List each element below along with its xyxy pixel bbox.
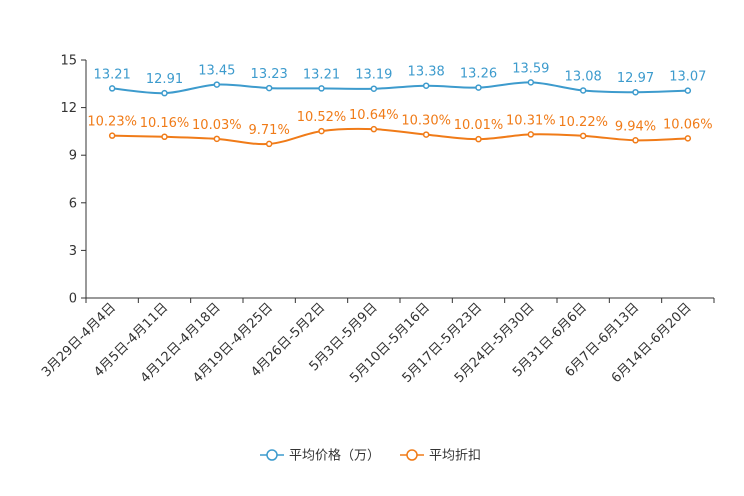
legend-item-avg-price[interactable]: 平均价格（万） [260, 448, 380, 464]
data-label-avg-discount: 10.31% [506, 113, 556, 128]
data-point-avg-price[interactable] [527, 79, 535, 86]
data-point-avg-price[interactable] [318, 85, 325, 92]
y-tick-label: 15 [60, 54, 77, 69]
data-label-avg-discount: 10.22% [558, 115, 608, 130]
data-point-avg-price[interactable] [632, 88, 639, 96]
legend-label-avg-price: 平均价格（万） [289, 448, 380, 464]
data-point-avg-discount[interactable] [265, 140, 273, 148]
data-label-avg-discount: 10.06% [663, 117, 713, 132]
data-point-avg-price[interactable] [108, 85, 116, 92]
data-point-avg-price[interactable] [370, 85, 378, 92]
data-label-avg-discount: 9.71% [249, 123, 290, 138]
data-label-avg-price: 13.45 [198, 64, 235, 79]
data-point-avg-discount[interactable] [579, 132, 587, 140]
data-label-avg-discount: 10.52% [297, 110, 347, 125]
axes: 036912153月29日-4月4日4月5日-4月11日4月12日-4月18日4… [39, 54, 715, 386]
data-point-avg-price[interactable] [579, 87, 587, 94]
data-label-avg-price: 13.07 [669, 70, 706, 85]
data-label-avg-price: 13.08 [565, 69, 602, 84]
data-point-avg-price[interactable] [422, 82, 430, 89]
data-point-avg-discount[interactable] [684, 135, 692, 142]
data-point-avg-discount[interactable] [318, 127, 325, 135]
data-label-avg-price: 13.21 [303, 67, 340, 82]
data-point-avg-price[interactable] [475, 84, 482, 91]
data-label-avg-price: 13.26 [460, 67, 497, 82]
data-label-avg-discount: 10.01% [454, 118, 504, 133]
data-point-avg-discount[interactable] [213, 135, 221, 143]
data-point-avg-discount[interactable] [161, 133, 168, 141]
legend-marker-avg-price [266, 449, 278, 461]
data-point-avg-price[interactable] [213, 81, 221, 88]
data-point-avg-discount[interactable] [632, 137, 639, 144]
legend[interactable]: 平均价格（万） 平均折扣 [260, 448, 481, 464]
data-label-avg-price: 13.59 [512, 61, 549, 76]
data-point-avg-price[interactable] [265, 84, 273, 92]
data-label-avg-price: 13.23 [251, 67, 288, 82]
data-point-avg-discount[interactable] [108, 132, 116, 139]
data-point-avg-price[interactable] [161, 89, 168, 97]
data-label-avg-price: 13.21 [94, 67, 131, 82]
data-label-avg-price: 13.19 [355, 68, 392, 83]
y-tick-label: 0 [69, 292, 77, 307]
y-tick-label: 12 [60, 101, 77, 116]
data-point-avg-discount[interactable] [527, 131, 535, 138]
data-label-avg-discount: 10.30% [401, 114, 451, 129]
data-label-avg-discount: 9.94% [615, 119, 656, 134]
series-layer [108, 79, 692, 148]
y-tick-label: 9 [69, 149, 77, 164]
data-point-avg-discount[interactable] [475, 135, 482, 143]
data-label-avg-discount: 10.64% [349, 108, 399, 123]
data-label-avg-discount: 10.23% [87, 115, 137, 130]
y-tick-label: 6 [69, 196, 77, 211]
series-line-avg-price [112, 81, 688, 95]
legend-item-avg-discount[interactable]: 平均折扣 [400, 449, 481, 464]
data-label-avg-price: 12.91 [146, 72, 183, 87]
data-label-avg-price: 12.97 [617, 71, 654, 86]
data-point-avg-price[interactable] [684, 87, 692, 94]
y-tick-label: 3 [69, 244, 77, 259]
data-label-avg-discount: 10.16% [140, 116, 190, 131]
series-line-avg-discount [112, 127, 688, 146]
legend-marker-avg-discount [406, 449, 418, 461]
data-point-avg-discount[interactable] [370, 125, 378, 133]
data-label-avg-discount: 10.03% [192, 118, 242, 133]
data-label-avg-price: 13.38 [408, 65, 445, 80]
data-point-avg-discount[interactable] [422, 131, 430, 138]
data-labels: 13.21 12.91 13.45 13.23 13.21 13.19 13.38 13.26… [87, 61, 712, 138]
legend-label-avg-discount: 平均折扣 [429, 449, 481, 464]
